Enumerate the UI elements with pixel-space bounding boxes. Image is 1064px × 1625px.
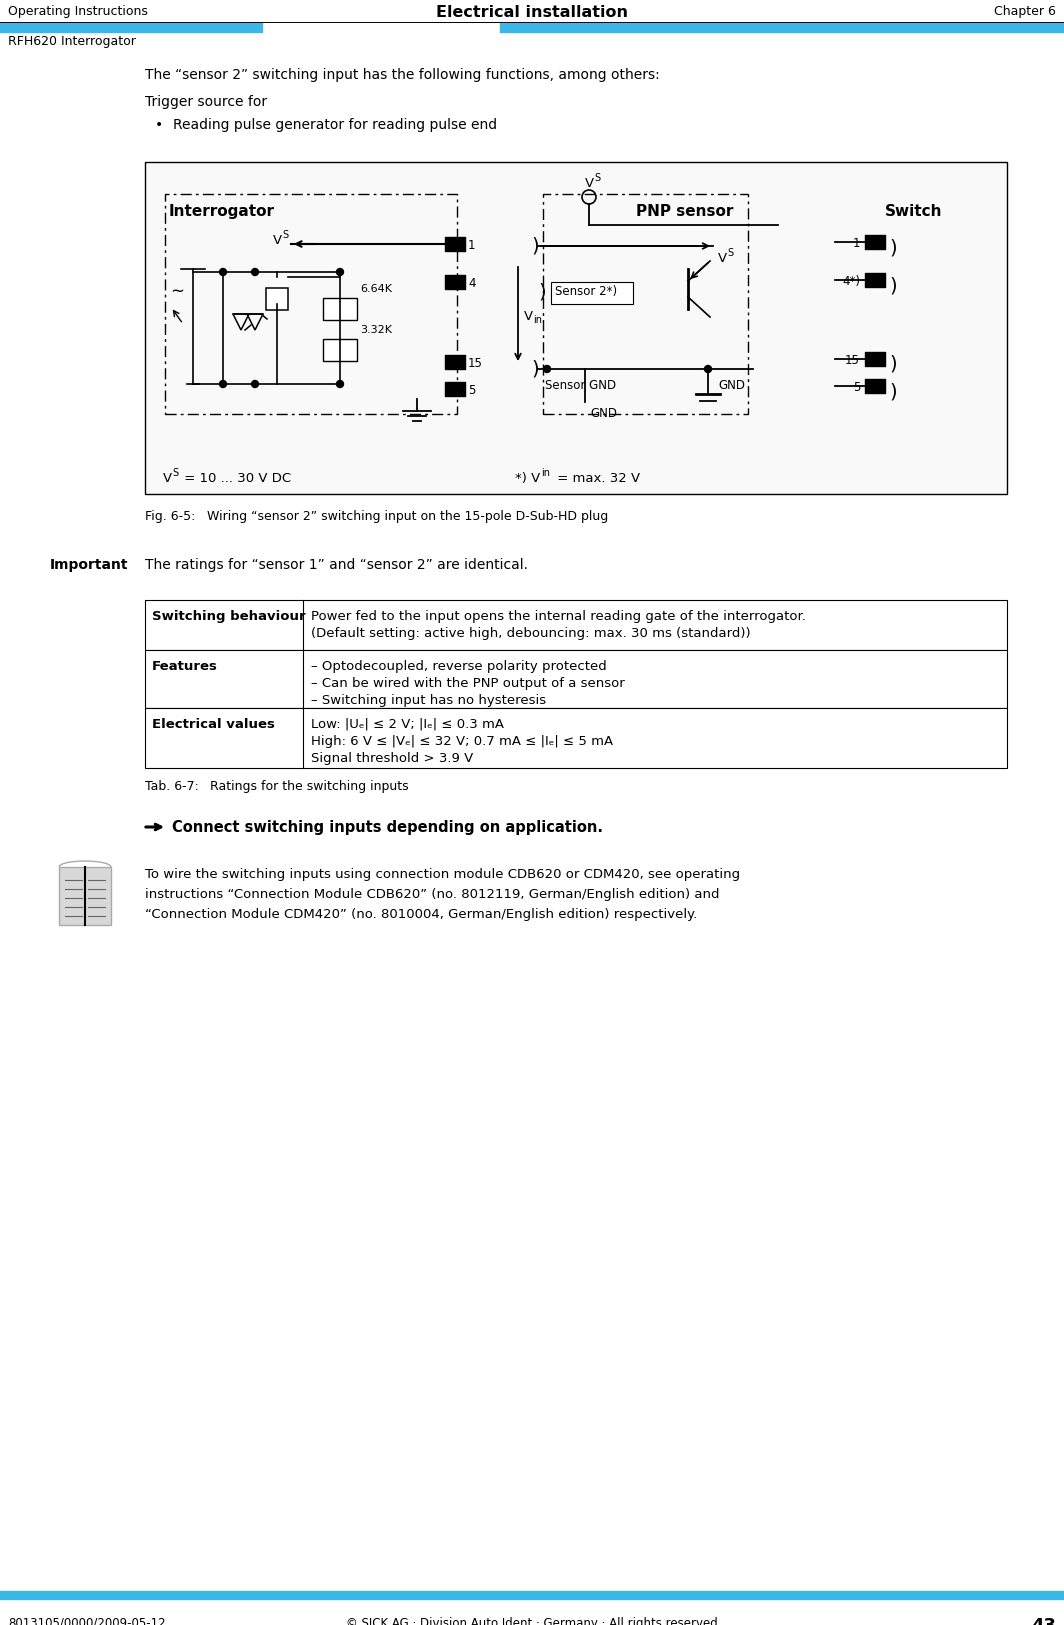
- Bar: [59, 868, 111, 925]
- Text: ): ): [890, 382, 897, 401]
- Bar: [165, 193, 458, 414]
- Bar: [543, 193, 748, 414]
- Text: 5: 5: [468, 384, 476, 396]
- Bar: [323, 340, 358, 361]
- Bar: [145, 650, 1007, 708]
- Text: V: V: [273, 234, 282, 247]
- Text: S: S: [172, 468, 178, 478]
- Text: Switching behaviour: Switching behaviour: [152, 609, 305, 622]
- Text: in: in: [533, 315, 542, 325]
- Text: Connect switching inputs depending on application.: Connect switching inputs depending on ap…: [172, 821, 603, 835]
- Text: 15: 15: [468, 358, 483, 370]
- Text: S: S: [594, 172, 600, 184]
- Text: Reading pulse generator for reading pulse end: Reading pulse generator for reading puls…: [173, 119, 497, 132]
- Text: 4*): 4*): [842, 275, 860, 288]
- Text: *) V: *) V: [515, 471, 541, 484]
- Bar: [323, 297, 358, 320]
- Text: Low: |Uₑ| ≤ 2 V; |Iₑ| ≤ 0.3 mA: Low: |Uₑ| ≤ 2 V; |Iₑ| ≤ 0.3 mA: [311, 718, 504, 731]
- Text: S: S: [282, 231, 288, 240]
- Text: ): ): [538, 283, 546, 302]
- Text: Sensor GND: Sensor GND: [545, 379, 616, 392]
- Text: Trigger source for: Trigger source for: [145, 94, 267, 109]
- Bar: [551, 283, 633, 304]
- Text: Important: Important: [50, 557, 129, 572]
- Text: V: V: [585, 177, 594, 190]
- Text: 43: 43: [1031, 1617, 1055, 1625]
- Text: GND: GND: [718, 379, 745, 392]
- Text: 6.64K: 6.64K: [360, 284, 392, 294]
- Text: = 10 ... 30 V DC: = 10 ... 30 V DC: [180, 471, 292, 484]
- Text: Electrical values: Electrical values: [152, 718, 275, 731]
- Text: GND: GND: [591, 406, 617, 419]
- Text: ): ): [890, 354, 897, 374]
- Text: 1: 1: [468, 239, 476, 252]
- Text: instructions “Connection Module CDB620” (no. 8012119, German/English edition) an: instructions “Connection Module CDB620” …: [145, 887, 719, 900]
- Circle shape: [704, 366, 712, 372]
- Text: “Connection Module CDM420” (no. 8010004, German/English edition) respectively.: “Connection Module CDM420” (no. 8010004,…: [145, 908, 697, 921]
- Bar: [145, 162, 1007, 494]
- Text: •: •: [155, 119, 163, 132]
- Circle shape: [251, 268, 259, 276]
- Text: – Switching input has no hysteresis: – Switching input has no hysteresis: [311, 694, 546, 707]
- Text: Features: Features: [152, 660, 218, 673]
- Circle shape: [336, 380, 344, 387]
- Text: 15: 15: [845, 354, 860, 367]
- Text: – Can be wired with the PNP output of a sensor: – Can be wired with the PNP output of a …: [311, 678, 625, 691]
- Text: The ratings for “sensor 1” and “sensor 2” are identical.: The ratings for “sensor 1” and “sensor 2…: [145, 557, 528, 572]
- Text: Interrogator: Interrogator: [169, 205, 275, 219]
- Text: The “sensor 2” switching input has the following functions, among others:: The “sensor 2” switching input has the f…: [145, 68, 660, 81]
- Text: RFH620 Interrogator: RFH620 Interrogator: [9, 36, 136, 49]
- Bar: [145, 600, 1007, 650]
- Text: High: 6 V ≤ |Vₑ| ≤ 32 V; 0.7 mA ≤ |Iₑ| ≤ 5 mA: High: 6 V ≤ |Vₑ| ≤ 32 V; 0.7 mA ≤ |Iₑ| ≤…: [311, 734, 613, 748]
- Text: 1: 1: [852, 237, 860, 250]
- Text: 3.32K: 3.32K: [360, 325, 392, 335]
- Text: Signal threshold > 3.9 V: Signal threshold > 3.9 V: [311, 752, 473, 765]
- Text: 4: 4: [468, 276, 476, 289]
- Circle shape: [336, 268, 344, 276]
- Text: Ratings for the switching inputs: Ratings for the switching inputs: [210, 780, 409, 793]
- Text: Electrical installation: Electrical installation: [436, 5, 628, 20]
- Text: S: S: [727, 249, 733, 258]
- Bar: [266, 288, 288, 310]
- Text: Wiring “sensor 2” switching input on the 15-pole D-Sub-HD plug: Wiring “sensor 2” switching input on the…: [207, 510, 609, 523]
- Circle shape: [544, 366, 550, 372]
- Text: ): ): [890, 276, 897, 296]
- Text: ): ): [531, 359, 538, 379]
- Text: Sensor 2*): Sensor 2*): [555, 284, 617, 297]
- Text: © SICK AG · Division Auto Ident · Germany · All rights reserved: © SICK AG · Division Auto Ident · German…: [346, 1617, 718, 1625]
- Text: V: V: [523, 309, 533, 322]
- Text: V: V: [163, 471, 172, 484]
- Text: Chapter 6: Chapter 6: [994, 5, 1055, 18]
- Text: V: V: [718, 252, 727, 265]
- Text: 8013105/0000/2009-05-12: 8013105/0000/2009-05-12: [9, 1617, 166, 1625]
- Text: Power fed to the input opens the internal reading gate of the interrogator.: Power fed to the input opens the interna…: [311, 609, 805, 622]
- Text: Switch: Switch: [885, 205, 943, 219]
- Text: (Default setting: active high, debouncing: max. 30 ms (standard)): (Default setting: active high, debouncin…: [311, 627, 750, 640]
- Bar: [145, 708, 1007, 769]
- Text: ): ): [531, 237, 538, 255]
- Text: in: in: [541, 468, 550, 478]
- Text: ∼: ∼: [170, 283, 184, 301]
- Text: To wire the switching inputs using connection module CDB620 or CDM420, see opera: To wire the switching inputs using conne…: [145, 868, 741, 881]
- Text: Fig. 6-5:: Fig. 6-5:: [145, 510, 196, 523]
- Circle shape: [219, 268, 227, 276]
- Text: = max. 32 V: = max. 32 V: [553, 471, 641, 484]
- Circle shape: [219, 380, 227, 387]
- Text: Tab. 6-7:: Tab. 6-7:: [145, 780, 199, 793]
- Text: – Optodecoupled, reverse polarity protected: – Optodecoupled, reverse polarity protec…: [311, 660, 606, 673]
- Text: PNP sensor: PNP sensor: [636, 205, 734, 219]
- Text: 5: 5: [852, 380, 860, 393]
- Circle shape: [251, 380, 259, 387]
- Text: ): ): [890, 237, 897, 257]
- Text: Operating Instructions: Operating Instructions: [9, 5, 148, 18]
